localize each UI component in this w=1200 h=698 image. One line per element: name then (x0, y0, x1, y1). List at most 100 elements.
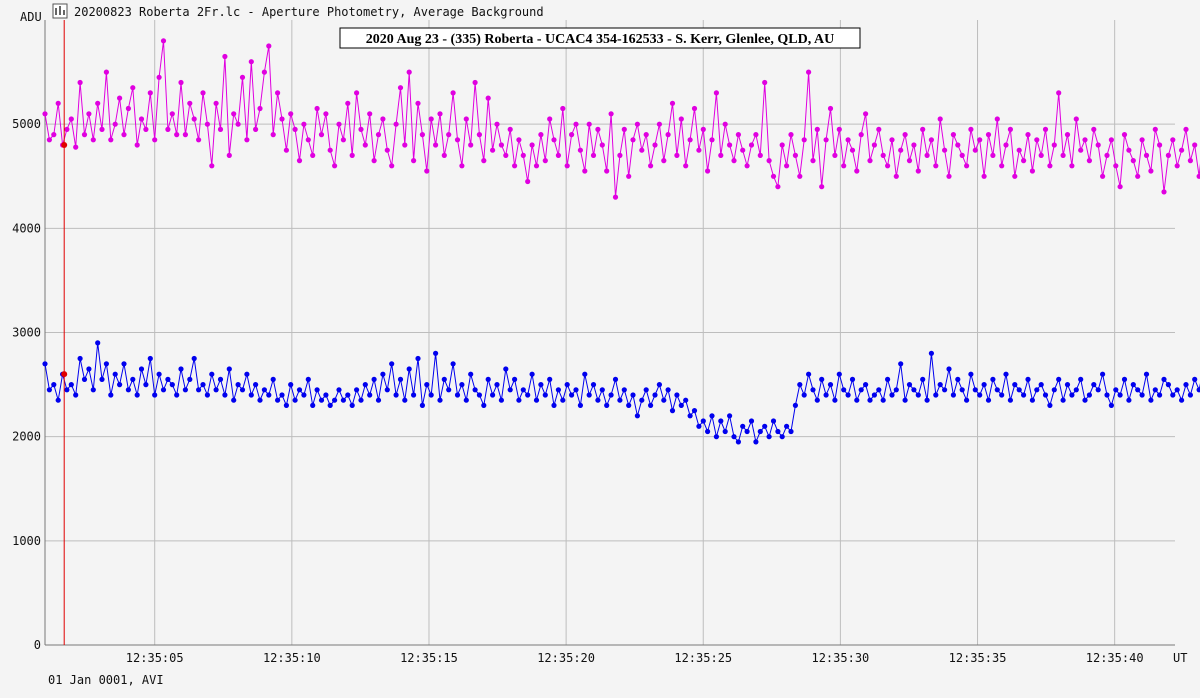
target-data-point (397, 85, 404, 91)
target-data-point (301, 121, 307, 127)
comparison-data-point (196, 387, 202, 393)
comparison-data-point (134, 392, 140, 398)
target-data-point (1100, 173, 1106, 179)
target-data-point (955, 142, 961, 148)
target-data-point (257, 105, 263, 112)
target-data-point (669, 100, 676, 106)
comparison-data-point (481, 402, 487, 408)
comparison-data-point (152, 392, 158, 398)
target-data-point (652, 142, 658, 148)
target-data-point (217, 126, 224, 132)
comparison-data-point (555, 387, 562, 393)
target-data-point (700, 126, 706, 132)
comparison-data-point (968, 371, 974, 377)
comparison-data-point (841, 387, 847, 393)
target-data-point (244, 137, 250, 143)
comparison-data-point (1034, 387, 1040, 393)
comparison-data-point (713, 434, 720, 440)
comparison-data-point (867, 397, 873, 403)
comparison-data-point (1029, 397, 1035, 403)
x-tick-label: 12:35:25 (674, 651, 732, 665)
comparison-data-point (86, 366, 92, 372)
comparison-data-point (1016, 387, 1022, 393)
comparison-data-point (213, 387, 219, 393)
target-data-point (871, 142, 878, 148)
comparison-data-point (314, 387, 320, 393)
target-data-point (261, 69, 267, 75)
comparison-data-point (384, 387, 390, 393)
comparison-data-point (354, 387, 360, 393)
comparison-data-point (296, 387, 303, 393)
comparison-data-point (248, 392, 254, 398)
comparison-data-point (323, 392, 329, 398)
comparison-data-point (1165, 382, 1171, 388)
x-tick-label: 12:35:05 (126, 651, 184, 665)
target-data-point (933, 163, 939, 169)
chart-title-box: 2020 Aug 23 - (335) Roberta - UCAC4 354-… (339, 27, 861, 49)
comparison-data-point (511, 376, 518, 382)
target-data-point (674, 152, 680, 158)
target-data-point (433, 142, 439, 148)
grid-lines (45, 20, 1175, 645)
comparison-data-point (779, 434, 785, 440)
comparison-data-point (226, 366, 232, 372)
comparison-series (42, 340, 1200, 445)
comparison-series-line (44, 342, 1200, 444)
target-data-point (1126, 147, 1132, 153)
comparison-data-point (964, 397, 970, 403)
target-data-point (209, 163, 215, 169)
comparison-data-point (823, 392, 829, 398)
comparison-data-point (244, 371, 250, 377)
target-data-point (648, 163, 654, 169)
target-data-point (375, 132, 382, 138)
target-data-point (200, 90, 206, 96)
target-data-point (665, 132, 671, 138)
comparison-data-point (64, 387, 70, 393)
comparison-data-point (972, 387, 978, 393)
comparison-data-point (871, 392, 878, 398)
comparison-data-point (1152, 387, 1158, 393)
target-data-point (121, 132, 127, 138)
target-data-point (858, 132, 864, 138)
comparison-data-point (99, 376, 105, 382)
target-data-point (340, 137, 346, 143)
comparison-data-point (626, 402, 632, 408)
comparison-data-point (46, 387, 53, 393)
comparison-data-point (209, 371, 215, 377)
comparison-data-point (933, 392, 939, 398)
comparison-data-point (415, 355, 421, 362)
target-data-point (143, 126, 149, 132)
target-data-point (740, 147, 746, 153)
chart-title: 2020 Aug 23 - (335) Roberta - UCAC4 354-… (366, 32, 834, 47)
target-data-point (494, 121, 500, 127)
target-data-point (498, 142, 504, 148)
footer-date-label: 01 Jan 0001, AVI (48, 673, 164, 687)
comparison-data-point (200, 382, 206, 388)
target-data-point (621, 126, 627, 132)
comparison-data-point (112, 371, 118, 377)
target-data-point (784, 163, 790, 169)
target-data-point (95, 100, 101, 106)
target-data-point (402, 142, 408, 148)
target-data-point (928, 137, 935, 143)
target-data-point (64, 126, 70, 132)
target-data-point (985, 132, 992, 138)
comparison-data-point (920, 376, 926, 382)
target-data-point (354, 90, 360, 96)
target-data-point (1113, 163, 1119, 169)
comparison-data-point (1073, 387, 1079, 393)
target-data-point (661, 158, 667, 164)
target-data-point (156, 74, 162, 80)
x-tick-labels: 12:35:05 12:35:10 12:35:15 12:35:20 12:35:25… (126, 651, 1144, 665)
target-data-point (450, 90, 456, 96)
comparison-data-point (836, 371, 842, 377)
comparison-data-point (367, 392, 373, 398)
target-data-point (1139, 137, 1145, 143)
target-data-point (744, 163, 750, 169)
comparison-data-point (424, 382, 430, 388)
target-data-point (42, 111, 48, 117)
target-data-point (152, 137, 158, 143)
target-data-point (972, 147, 978, 153)
comparison-data-point (147, 355, 153, 362)
